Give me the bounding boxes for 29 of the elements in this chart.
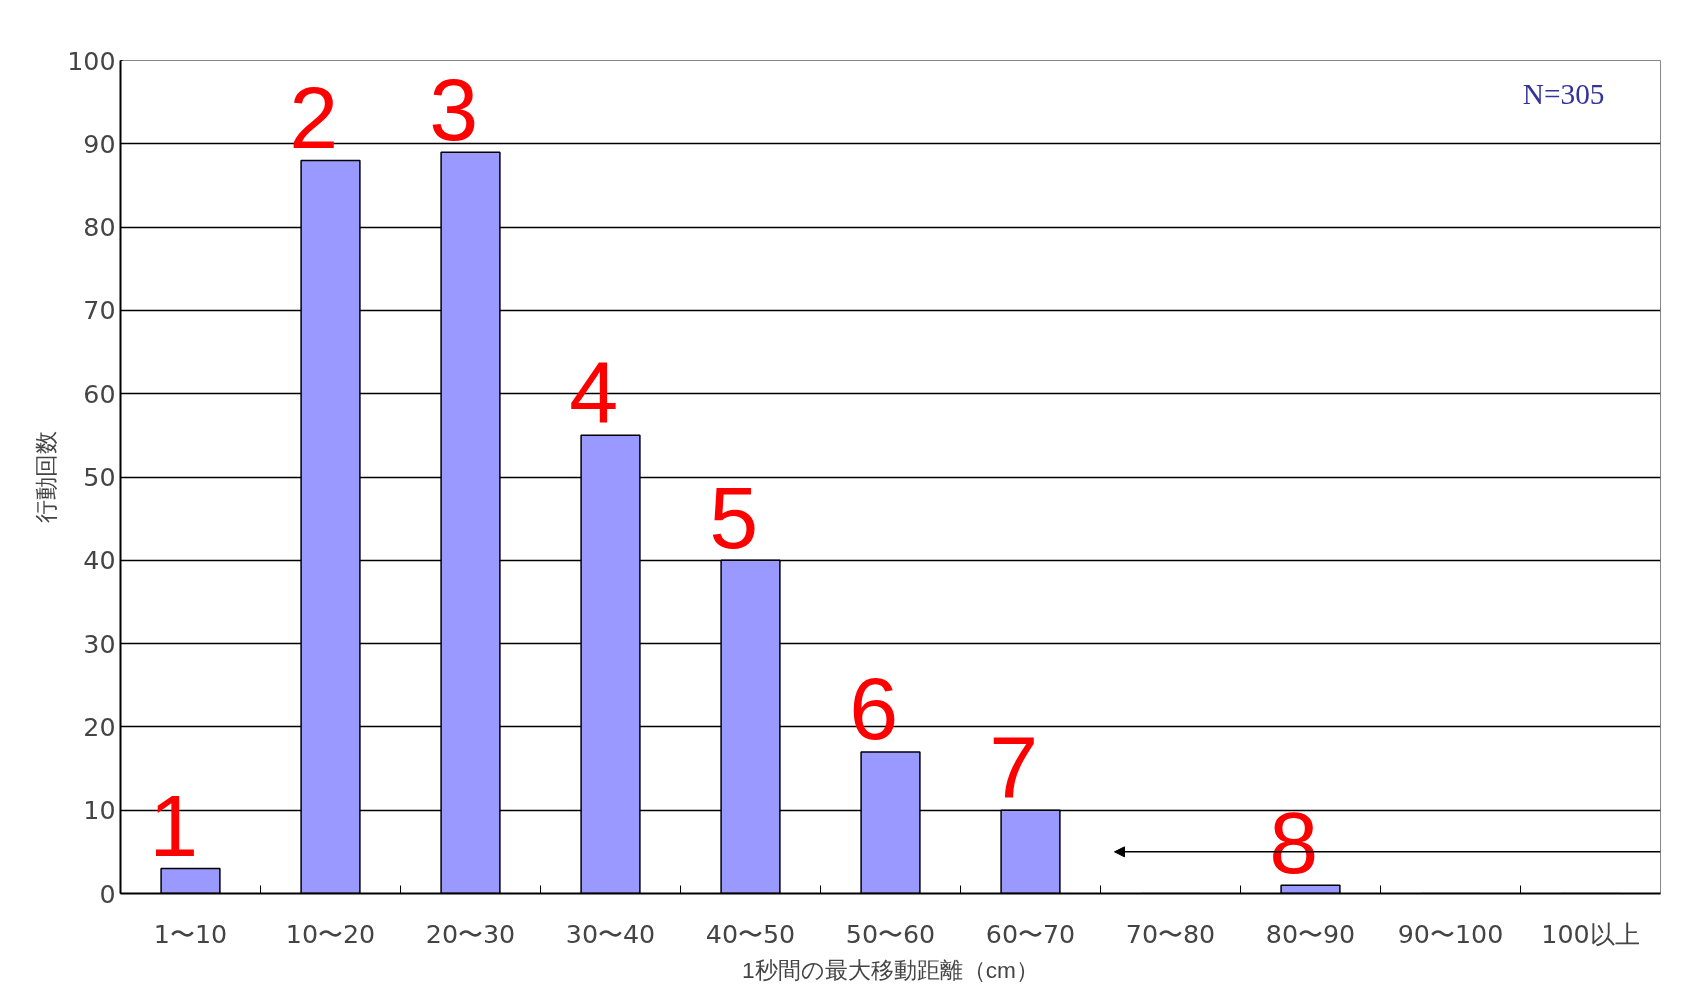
x-tick-label: 60〜70 [985, 918, 1076, 949]
y-tick-label: 90 [83, 128, 116, 159]
y-tick-label: 60 [83, 378, 116, 409]
y-tick-label: 30 [83, 628, 116, 659]
y-tick-label: 20 [83, 711, 116, 742]
y-tick-label: 50 [83, 462, 116, 492]
annotation: N=305 [1522, 78, 1605, 111]
y-tick-label: 40 [83, 545, 116, 576]
y-tick-label: 10 [83, 795, 116, 826]
y-tick-label: 80 [83, 212, 116, 243]
x-tick-label: 50〜60 [845, 918, 936, 949]
x-tick-label: 100以上 [1541, 918, 1640, 949]
annotation: 7 [989, 717, 1039, 817]
y-tick-label: 70 [83, 295, 116, 326]
x-tick-label: 90〜100 [1397, 918, 1504, 949]
x-tick-label: 80〜90 [1265, 918, 1356, 949]
x-tick-label: 10〜20 [285, 918, 376, 949]
x-tick-label: 40〜50 [705, 918, 796, 949]
annotation: 5 [709, 467, 759, 567]
x-tick-label: 20〜30 [425, 918, 516, 949]
x-axis-title: 1秒間の最大移動距離（cm） [742, 956, 1039, 983]
x-tick-label: 70〜80 [1125, 918, 1216, 949]
annotation: 2 [289, 67, 339, 167]
y-axis-title: 行動回数 [33, 431, 60, 523]
annotation: 3 [429, 59, 479, 159]
x-tick-label: 1〜10 [153, 918, 228, 949]
y-tick-label: 100 [67, 45, 116, 76]
y-tick-label: 0 [99, 878, 116, 909]
x-tick-label: 30〜40 [565, 918, 656, 949]
